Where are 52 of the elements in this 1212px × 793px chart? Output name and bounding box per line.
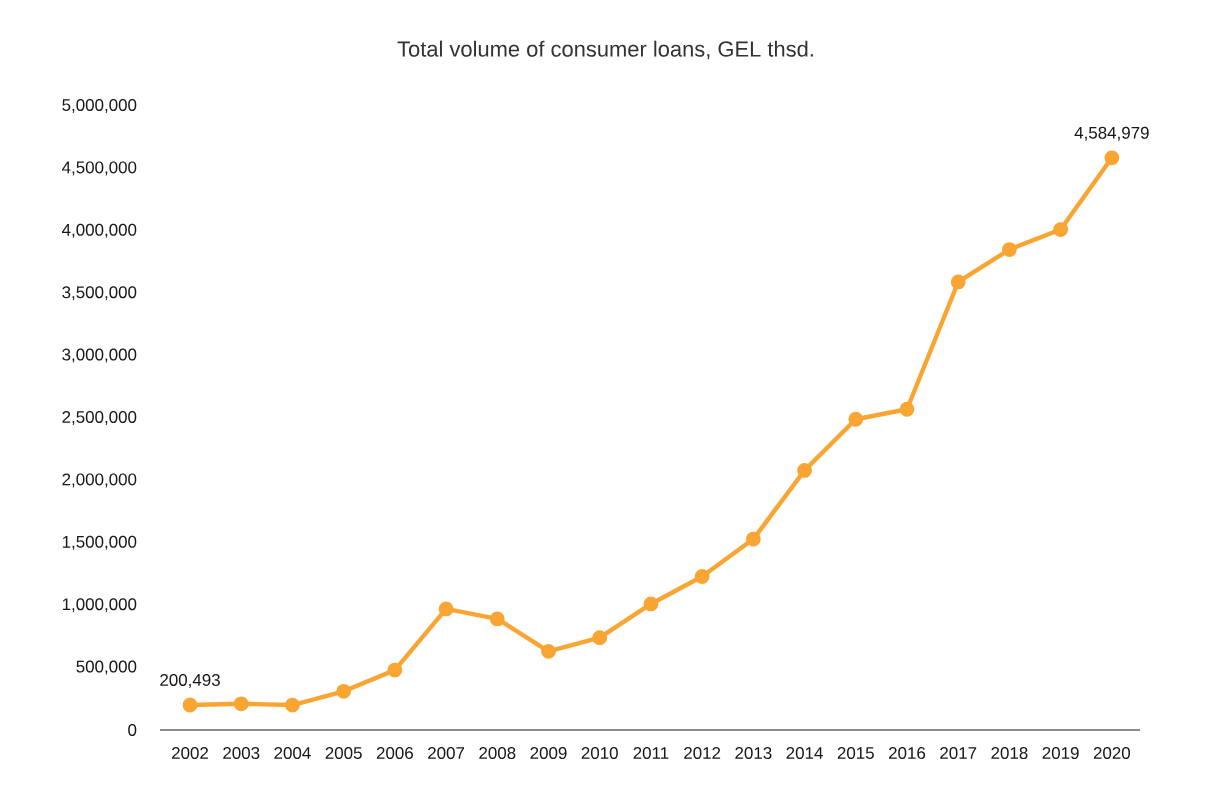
x-tick-label: 2006: [376, 747, 413, 760]
point: [541, 643, 556, 659]
x-tick-label: 2015: [837, 747, 874, 760]
x-tick-label: 2011: [633, 747, 669, 760]
y-tick-label: 5,000,000: [62, 99, 137, 113]
chart-title: Total volume of consumer loans, GEL thsd.: [397, 40, 813, 60]
x-tick-label: 2010: [581, 747, 618, 760]
point: [387, 662, 403, 678]
point: [745, 531, 761, 547]
x-tick-label: 2003: [223, 747, 260, 760]
x-tick-label: 2020: [1093, 747, 1131, 760]
point: [1104, 150, 1120, 166]
point: [438, 601, 454, 617]
point: [285, 697, 300, 713]
point: [336, 683, 352, 699]
y-tick-label: 500,000: [76, 660, 137, 675]
point: [182, 697, 198, 713]
y-tick-label: 1,500,000: [62, 535, 137, 550]
point: [233, 696, 249, 712]
y-tick-label: 0: [128, 724, 137, 736]
x-tick-label: 2014: [786, 747, 823, 760]
x-tick-label: 2012: [684, 747, 721, 760]
y-tick-label: 2,500,000: [62, 411, 137, 425]
y-tick-label: 3,000,000: [62, 348, 137, 363]
point: [592, 630, 608, 646]
x-tick-label: 2004: [274, 747, 311, 760]
point: [1053, 222, 1069, 237]
x-tick-label: 2013: [735, 747, 772, 760]
y-tick-label: 1,000,000: [62, 598, 137, 613]
x-tick-label: 2005: [325, 747, 362, 760]
point: [797, 463, 812, 478]
x-tick-label: 2016: [889, 747, 926, 760]
y-tick-label: 4,000,000: [62, 223, 137, 238]
point: [848, 411, 864, 427]
x-tick-label: 2009: [530, 747, 567, 760]
point: [899, 401, 915, 417]
data-label: 4,584,979: [1074, 126, 1149, 141]
x-tick-label: 2002: [172, 747, 208, 760]
x-tick-label: 2007: [428, 747, 465, 760]
x-tick-label: 2018: [991, 747, 1028, 760]
y-tick-label: 4,500,000: [62, 161, 137, 176]
y-tick-label: 3,500,000: [62, 286, 137, 301]
x-tick-label: 2019: [1042, 747, 1079, 760]
point: [489, 611, 505, 627]
x-tick-label: 2017: [940, 747, 977, 760]
point: [643, 596, 659, 612]
data-label: 200,493: [160, 673, 220, 688]
point: [950, 274, 966, 290]
y-tick-label: 2,000,000: [62, 473, 137, 488]
point: [1002, 242, 1017, 257]
x-tick-label: 2008: [479, 747, 516, 760]
point: [694, 569, 710, 584]
